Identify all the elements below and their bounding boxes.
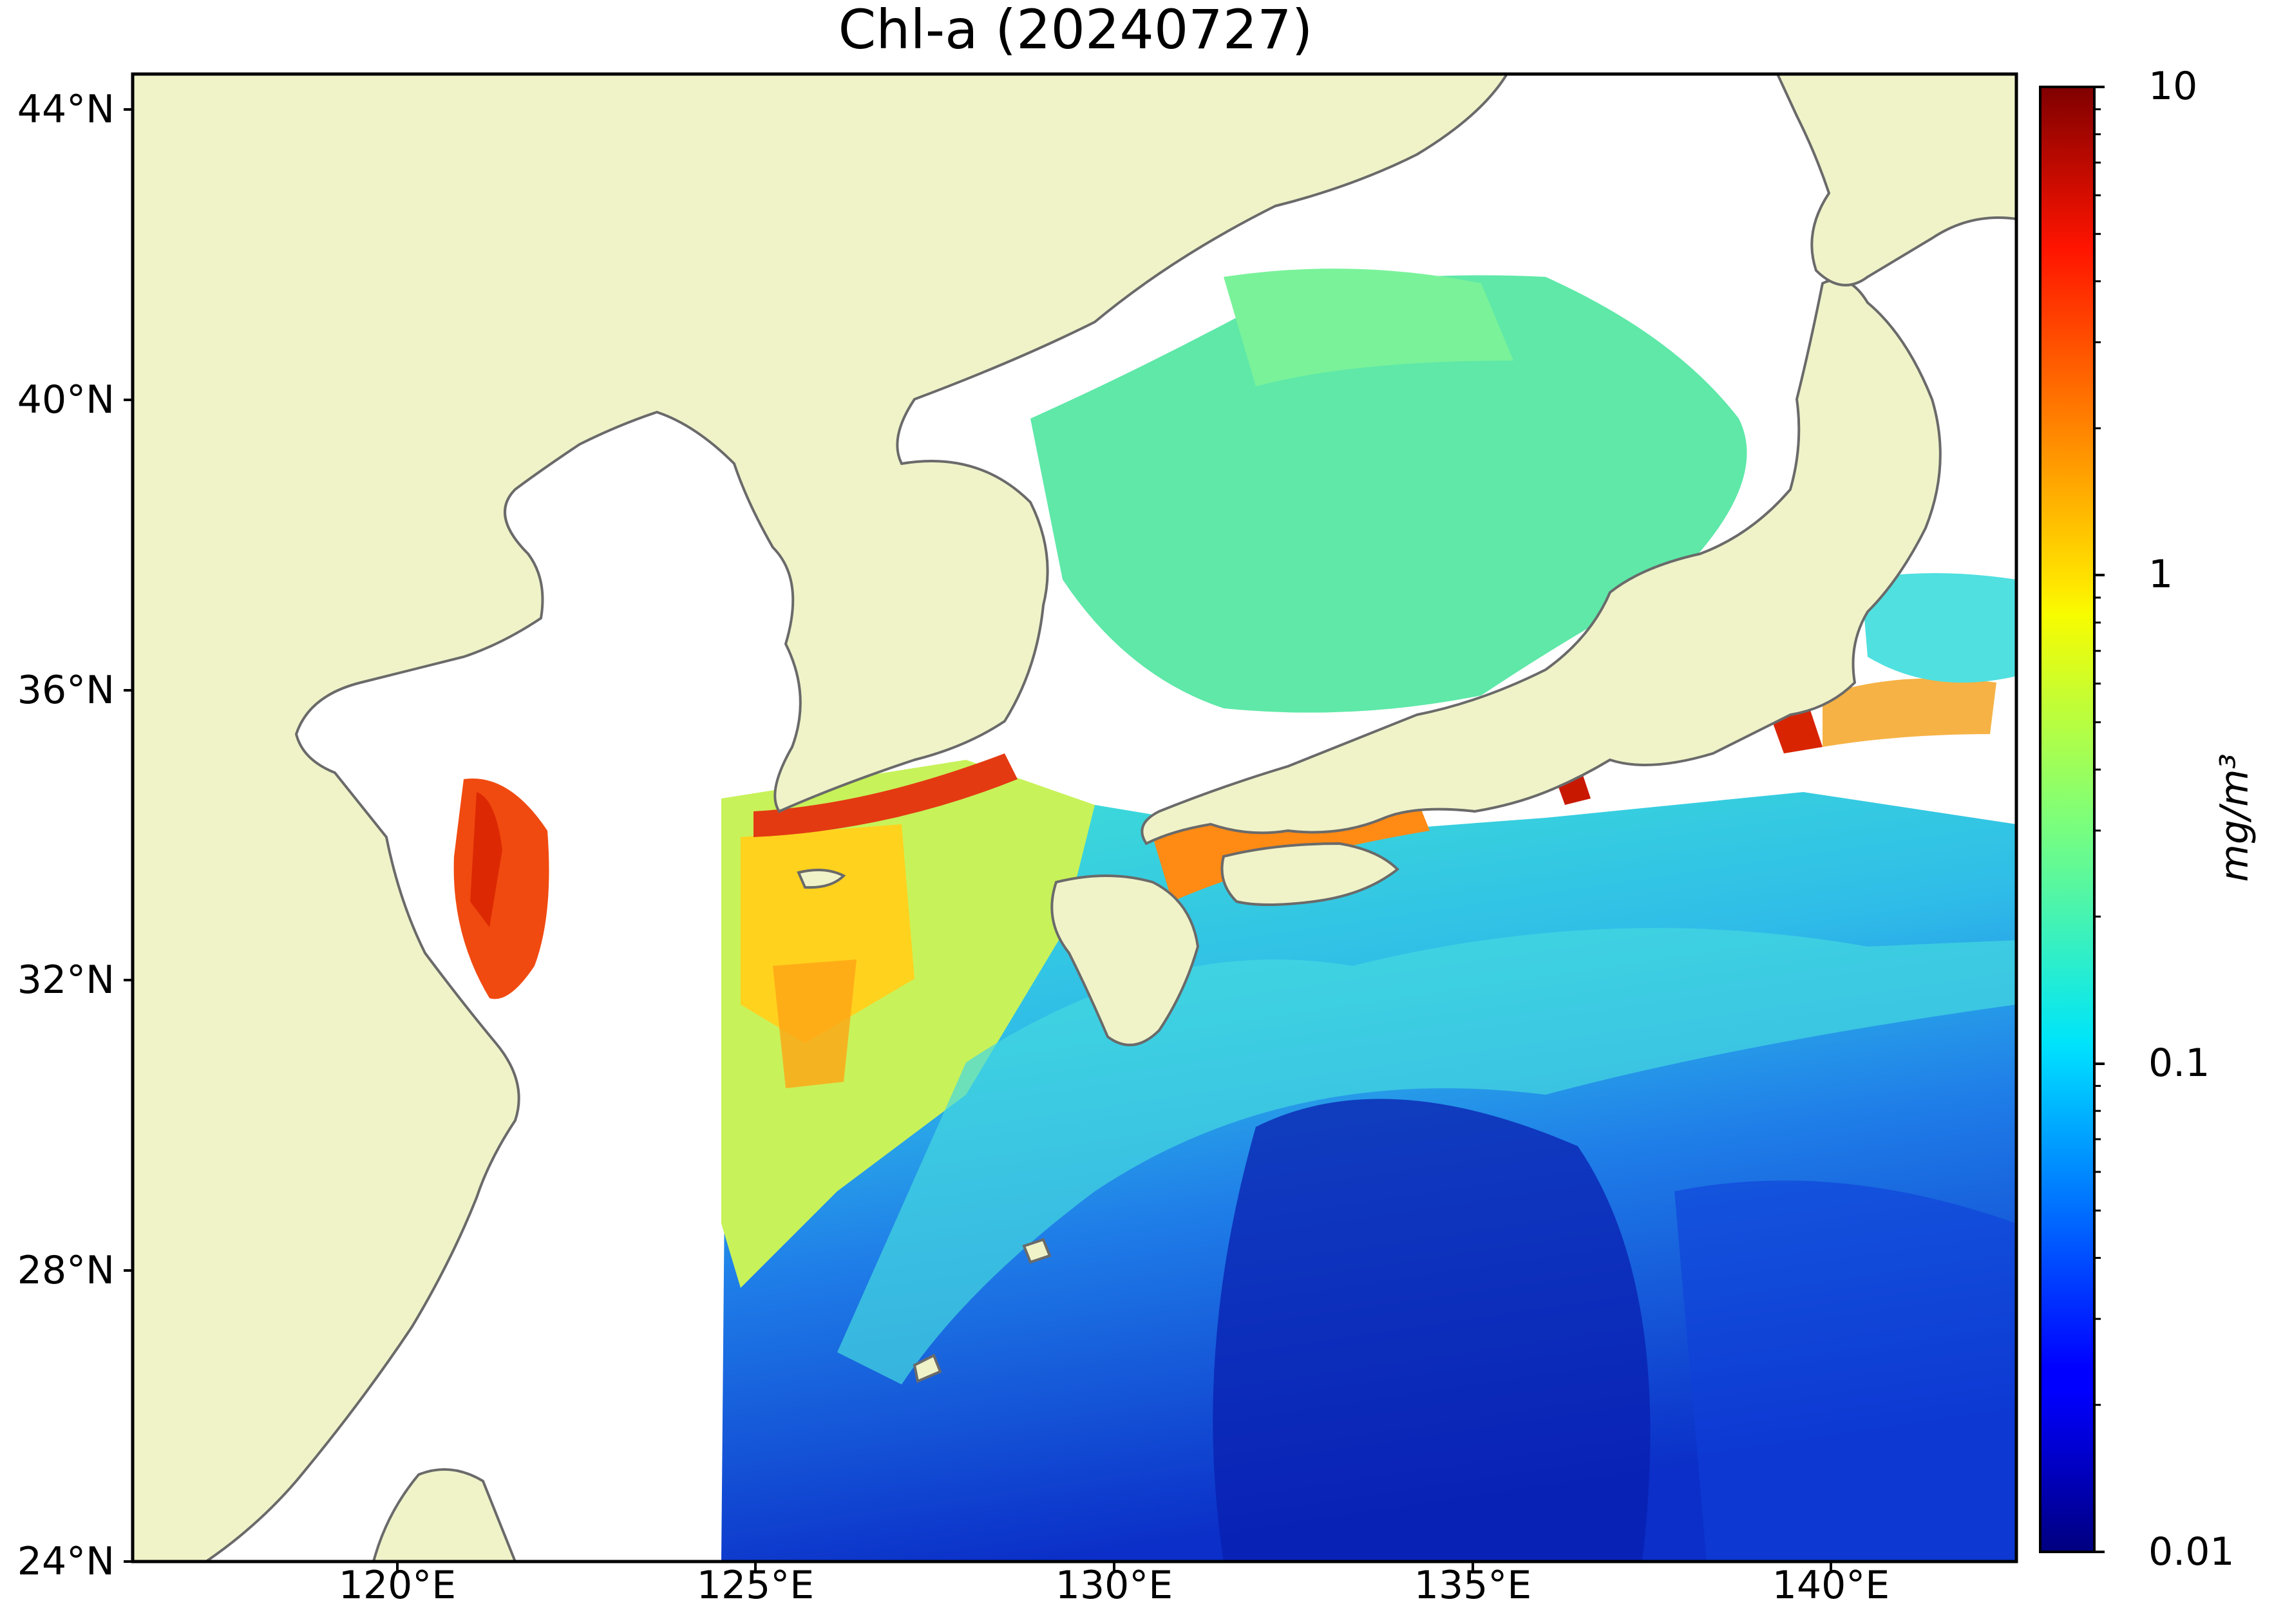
oligotrophic-core [1213, 1099, 1651, 1562]
boso-offshore [1823, 678, 1996, 747]
hokkaido [1776, 74, 2016, 287]
colorbar-label-0.01: 0.01 [2148, 1529, 2235, 1574]
lon-label-125: 125°E [696, 1563, 815, 1608]
kyushu [1050, 874, 1200, 1046]
lon-label-135: 135°E [1414, 1563, 1532, 1608]
shikoku [1220, 842, 1399, 906]
korea-coastal-bloom [753, 753, 1018, 837]
taiwan [372, 1468, 517, 1562]
lon-label-120: 120°E [338, 1563, 457, 1608]
lat-label-44: 44°N [17, 87, 115, 132]
lat-ticks [124, 108, 133, 1563]
colorbar-label-1: 1 [2148, 552, 2174, 597]
tokyo-bay-bloom [1771, 708, 1823, 753]
lat-label-28: 28°N [17, 1248, 115, 1293]
lat-label-32: 32°N [17, 958, 115, 1003]
jeju [797, 869, 846, 889]
lon-ticks [396, 1562, 1832, 1571]
shelf-front [773, 959, 857, 1088]
okinawa-island [913, 1354, 942, 1383]
land-masses [133, 74, 2016, 1562]
asian-mainland [133, 74, 1509, 1562]
colorbar-major-ticks [2094, 86, 2105, 1553]
lon-label-140: 140°E [1772, 1563, 1890, 1608]
sea-of-japan-north [1224, 269, 1513, 386]
colorbar-gradient [2040, 87, 2094, 1552]
colorbar-minor-ticks [2094, 108, 2101, 1406]
lat-label-36: 36°N [17, 668, 115, 713]
amami-island [1022, 1238, 1052, 1264]
colorbar-units-label: mg/m³ [2212, 753, 2257, 882]
colorbar-label-10: 10 [2148, 64, 2198, 109]
map-content [133, 74, 2016, 1562]
yellow-sea-bloom-core [470, 792, 502, 927]
colorbar-frame [2039, 86, 2096, 1553]
lat-label-24: 24°N [17, 1539, 115, 1584]
northeast-offshore [1861, 573, 2016, 683]
lon-label-130: 130°E [1055, 1563, 1173, 1608]
map-frame [131, 72, 2018, 1563]
colorbar-label-0.1: 0.1 [2148, 1041, 2210, 1086]
oligotrophic-east [1674, 1180, 2016, 1562]
honshu [1141, 278, 1942, 845]
sea-of-japan-field [1030, 275, 1747, 713]
figure-title: Chl-a (20240727) [838, 0, 1313, 61]
lat-label-40: 40°N [17, 377, 115, 422]
